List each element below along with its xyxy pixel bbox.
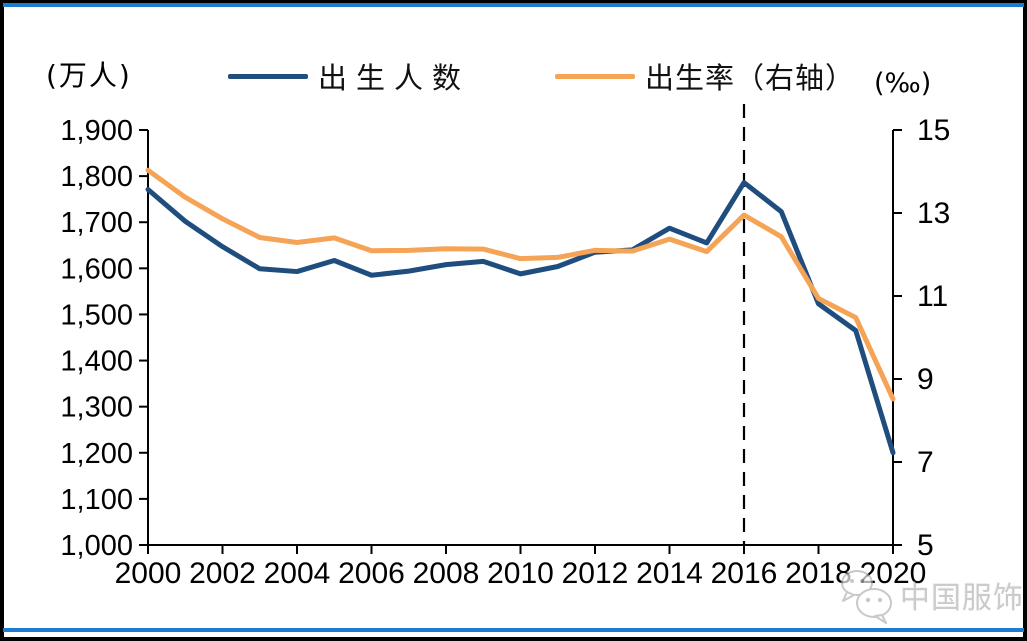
- right-axis-unit-label: (‰): [874, 68, 932, 99]
- left-axis-unit-label: (万人): [46, 59, 132, 92]
- birth-rate-line-swatch: [555, 73, 635, 79]
- y-axis-left-tick-label: 1,800: [60, 161, 133, 193]
- y-axis-right-tick-label: 9: [917, 363, 934, 396]
- x-axis-tick-label: 2008: [413, 557, 480, 590]
- births-line-swatch: [228, 73, 308, 79]
- x-axis-tick-label: 2012: [562, 557, 629, 590]
- legend-label-birth-rate: 出生率（右轴）: [645, 61, 856, 95]
- legend-item-birth-rate: 出生率（右轴）: [555, 55, 855, 97]
- x-axis-tick-label: 2018: [785, 557, 852, 590]
- y-axis-left-tick-label: 1,300: [60, 392, 133, 424]
- legend-label-births: 出生人数: [318, 61, 471, 95]
- y-axis-right-tick-label: 11: [917, 280, 948, 313]
- x-axis-tick-label: 2020: [860, 557, 927, 590]
- y-axis-left-tick-label: 1,000: [60, 530, 133, 562]
- y-axis-left-tick-label: 1,600: [60, 253, 133, 285]
- x-axis-tick-label: 2010: [487, 557, 554, 590]
- y-axis-right-tick-label: 5: [917, 529, 934, 562]
- x-axis-tick-label: 2004: [264, 557, 331, 590]
- y-axis-left-tick-label: 1,200: [60, 438, 133, 470]
- x-axis-tick-label: 2016: [711, 557, 778, 590]
- y-axis-left-tick-label: 1,400: [60, 346, 133, 378]
- x-axis-tick-label: 2002: [189, 557, 256, 590]
- y-axis-right-tick-label: 7: [917, 446, 934, 479]
- series-line-birth-rate: [145, 167, 896, 402]
- legend-item-births: 出生人数: [228, 55, 470, 97]
- x-axis-tick-label: 2006: [338, 557, 405, 590]
- x-axis-tick-label: 2014: [636, 557, 703, 590]
- x-axis-tick-label: 2000: [115, 557, 182, 590]
- y-axis-right-tick-label: 15: [917, 114, 950, 147]
- series-line-births: [145, 180, 896, 456]
- y-axis-left-tick-label: 1,100: [60, 484, 133, 516]
- y-axis-right-tick-label: 13: [917, 197, 950, 230]
- y-axis-left-tick-label: 1,500: [60, 299, 133, 331]
- y-axis-left-tick-label: 1,700: [60, 207, 133, 239]
- top-accent-rule: [3, 3, 1024, 7]
- y-axis-left-tick-label: 1,900: [60, 115, 133, 147]
- bottom-accent-rule: [3, 628, 1024, 632]
